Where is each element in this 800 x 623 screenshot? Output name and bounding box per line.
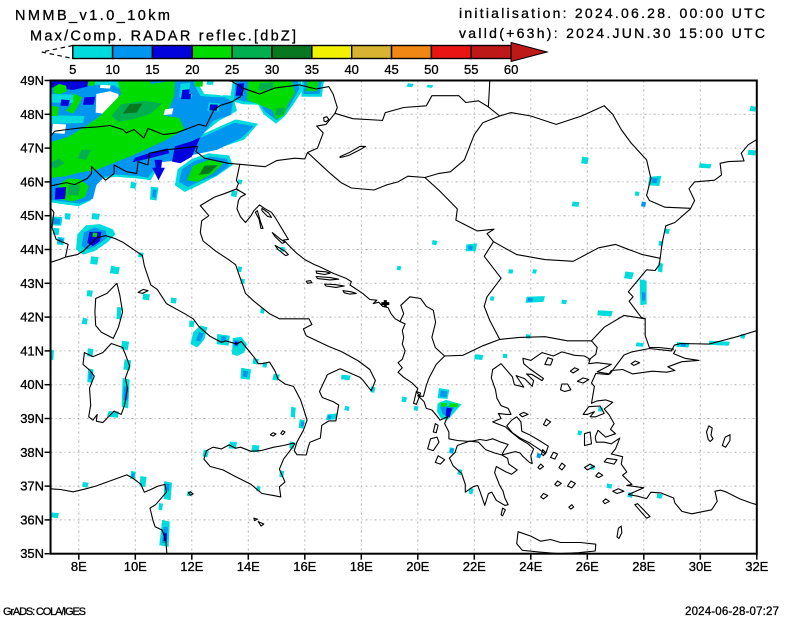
svg-text:38N: 38N (20, 445, 44, 460)
svg-text:46N: 46N (20, 174, 44, 189)
svg-text:8E: 8E (71, 559, 87, 574)
svg-text:41N: 41N (20, 343, 44, 358)
svg-text:18E: 18E (350, 559, 373, 574)
svg-text:32E: 32E (745, 559, 768, 574)
svg-text:36N: 36N (20, 512, 44, 527)
svg-text:30E: 30E (689, 559, 712, 574)
svg-text:Max/Comp. RADAR reflec.[dbZ]: Max/Comp. RADAR reflec.[dbZ] (30, 29, 296, 45)
svg-text:55: 55 (464, 62, 478, 77)
svg-text:40N: 40N (20, 377, 44, 392)
svg-text:25: 25 (225, 62, 239, 77)
svg-text:45: 45 (384, 62, 398, 77)
svg-text:45N: 45N (20, 208, 44, 223)
svg-text:10: 10 (105, 62, 119, 77)
svg-text:10E: 10E (124, 559, 147, 574)
svg-text:24E: 24E (519, 559, 542, 574)
svg-text:35: 35 (305, 62, 319, 77)
svg-text:NMMB_v1.0_10km: NMMB_v1.0_10km (15, 8, 170, 24)
svg-text:42N: 42N (20, 310, 44, 325)
svg-text:43N: 43N (20, 276, 44, 291)
svg-text:37N: 37N (20, 479, 44, 494)
svg-text:20E: 20E (406, 559, 429, 574)
svg-text:28E: 28E (632, 559, 655, 574)
svg-text:60: 60 (504, 62, 518, 77)
svg-text:26E: 26E (576, 559, 599, 574)
svg-text:30: 30 (265, 62, 279, 77)
svg-text:35N: 35N (20, 546, 44, 561)
svg-text:44N: 44N (20, 242, 44, 257)
svg-text:49N: 49N (20, 73, 44, 88)
svg-text:39N: 39N (20, 411, 44, 426)
svg-text:20: 20 (185, 62, 199, 77)
svg-text:48N: 48N (20, 107, 44, 122)
svg-text:40: 40 (344, 62, 358, 77)
svg-text:47N: 47N (20, 141, 44, 156)
svg-text:16E: 16E (293, 559, 316, 574)
svg-text:15: 15 (145, 62, 159, 77)
svg-text:GrADS: COLA/IGES: GrADS: COLA/IGES (3, 606, 86, 618)
svg-text:22E: 22E (463, 559, 486, 574)
svg-text:5: 5 (69, 62, 76, 77)
svg-text:2024-06-28-07:27: 2024-06-28-07:27 (685, 606, 779, 618)
svg-text:50: 50 (424, 62, 438, 77)
svg-text:14E: 14E (237, 559, 260, 574)
svg-text:12E: 12E (180, 559, 203, 574)
